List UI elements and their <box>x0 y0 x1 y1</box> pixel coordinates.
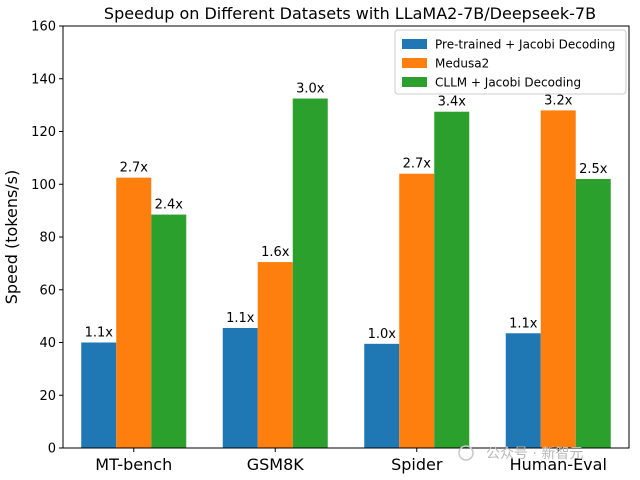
bar <box>222 327 258 448</box>
bars <box>81 98 611 449</box>
y-ticks: 0 20 40 60 80 100 120 140 160 <box>31 20 63 457</box>
y-tick-label: 140 <box>31 72 56 87</box>
plot-frame <box>62 25 630 449</box>
x-tick-label: Human-Eval <box>510 455 607 474</box>
data-label: 2.7x <box>403 157 432 172</box>
data-label: 3.2x <box>544 93 573 108</box>
bar <box>505 333 541 448</box>
data-label: 2.5x <box>579 162 608 177</box>
y-tick-label: 0 <box>48 442 56 457</box>
legend-swatch <box>402 39 427 49</box>
bar <box>540 110 576 449</box>
watermark-text: 公众号 · 新智元 <box>486 446 583 462</box>
bar <box>292 98 328 448</box>
bar <box>364 343 400 448</box>
y-tick-label: 120 <box>31 125 56 140</box>
legend-label: Pre-trained + Jacobi Decoding <box>435 38 615 52</box>
chart-title: Speedup on Different Datasets with LLaMA… <box>104 4 596 23</box>
x-tick-label: MT-bench <box>95 455 172 474</box>
legend-box <box>394 29 627 95</box>
data-label: 1.0x <box>368 327 397 342</box>
wechat-icon <box>458 445 474 461</box>
bar <box>399 173 435 448</box>
x-ticks: MT-bench GSM8K Spider Human-Eval <box>95 448 607 474</box>
y-axis-label: Speed (tokens/s) <box>2 170 21 305</box>
data-label: 1.1x <box>85 326 114 341</box>
legend-swatch <box>402 58 427 68</box>
bar <box>81 342 117 448</box>
legend-label: Medusa2 <box>435 57 489 71</box>
y-tick-label: 160 <box>31 20 56 35</box>
y-tick-label: 20 <box>39 389 56 404</box>
bar <box>434 111 470 448</box>
data-labels: 1.1x 2.7x 2.4x 1.1x 1.6x 3.0x 1.0x 2.7x 3.4x 1.1x… <box>85 82 608 342</box>
y-tick-label: 100 <box>31 178 56 193</box>
y-tick-label: 80 <box>39 231 56 246</box>
bar <box>116 177 152 448</box>
data-label: 2.7x <box>120 161 149 176</box>
data-label: 2.4x <box>155 198 184 213</box>
data-label: 1.1x <box>226 311 255 326</box>
y-tick-label: 40 <box>39 336 56 351</box>
data-label: 1.1x <box>509 316 538 331</box>
legend-label: CLLM + Jacobi Decoding <box>435 76 581 90</box>
y-tick-label: 60 <box>39 283 56 298</box>
x-tick-label: Spider <box>391 455 443 474</box>
data-label: 1.6x <box>261 245 290 260</box>
data-label: 3.0x <box>296 82 325 97</box>
legend: Pre-trained + Jacobi Decoding Medusa2 CLLM… <box>394 29 627 95</box>
legend-swatch <box>402 77 427 87</box>
x-tick-label: GSM8K <box>247 455 305 474</box>
data-label: 3.4x <box>438 95 467 110</box>
bar <box>575 178 611 448</box>
bar <box>257 262 293 448</box>
watermark: 公众号 · 新智元 <box>458 445 583 462</box>
bar <box>151 214 187 448</box>
